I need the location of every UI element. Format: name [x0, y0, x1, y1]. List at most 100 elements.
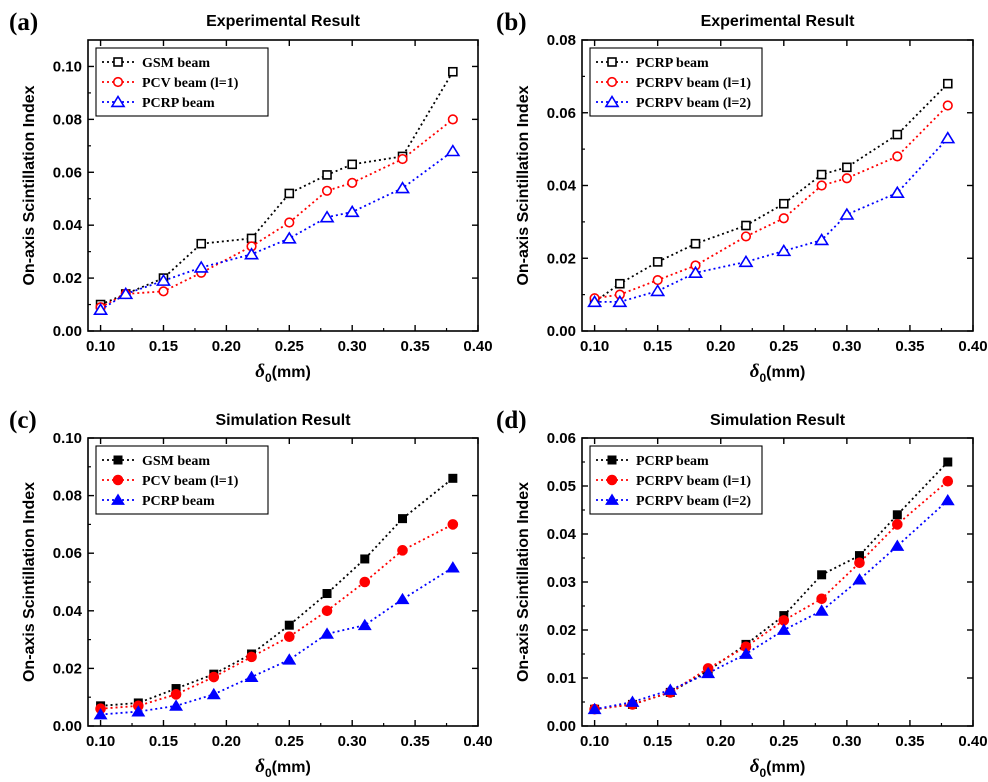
data-point [889, 185, 905, 198]
series-circle [95, 519, 459, 715]
x-tick-label: 0.25 [769, 338, 798, 355]
x-axis-unit: (mm) [766, 759, 805, 776]
data-point [739, 647, 753, 659]
y-tick-label: 0.05 [547, 478, 576, 495]
legend: PCRP beam PCRPV beam (l=1) PCRPV beam (l=2… [589, 47, 763, 117]
chart-panel-3: (c) Simulation Result 0.10 0.15 0.20 0.25 0.30… [9, 407, 493, 780]
data-point [244, 247, 260, 260]
data-point [817, 570, 827, 580]
y-tick-label: 0.03 [547, 574, 576, 591]
panel-letter: (b) [496, 9, 527, 36]
data-point [397, 545, 408, 556]
data-point [650, 283, 666, 297]
data-point [93, 302, 109, 316]
data-point [852, 573, 867, 585]
legend-entry: PCV beam (l=1) [142, 474, 239, 489]
y-tick-label: 0.00 [53, 718, 82, 735]
panel-letter: (d) [496, 407, 527, 434]
x-axis-subscript: 0 [759, 371, 766, 385]
legend-entry: PCRPV beam (l=2) [636, 494, 751, 509]
data-point [814, 604, 829, 616]
chart-panel-1: (a) Experimental Result 0.10 0.15 0.20 0.25 0.… [9, 9, 493, 385]
series-circle [95, 114, 458, 313]
data-point [841, 173, 852, 184]
x-axis-symbol: δ [750, 361, 760, 382]
data-point [208, 671, 220, 683]
data-point [169, 699, 184, 711]
data-point [854, 557, 865, 569]
legend-marker [605, 493, 619, 505]
data-point [445, 561, 460, 573]
data-point [701, 666, 716, 679]
data-point [892, 151, 903, 162]
data-point [284, 188, 295, 199]
data-point [890, 539, 905, 551]
data-point [625, 695, 640, 707]
data-point [284, 620, 294, 630]
data-point [943, 457, 953, 467]
data-point [778, 213, 789, 224]
x-tick-label: 0.30 [832, 733, 861, 750]
data-point [395, 181, 410, 194]
x-axis-subscript: 0 [265, 371, 272, 385]
series-triangle [587, 493, 955, 715]
data-point [587, 294, 603, 308]
data-point [448, 66, 458, 77]
legend-marker [607, 57, 617, 67]
legend-entry: PCRP beam [142, 96, 215, 111]
y-tick-label: 0.06 [547, 430, 576, 447]
series-line [100, 566, 454, 716]
series-triangle [93, 561, 460, 720]
legend-entry: PCRPV beam (l=2) [636, 96, 751, 111]
y-axis-label: On-axis Scintillation Index [515, 482, 532, 682]
data-point [244, 670, 259, 682]
legend-marker [606, 474, 618, 486]
chart-title: Experimental Result [206, 13, 361, 30]
x-tick-label: 0.25 [275, 338, 304, 355]
y-tick-label: 0.06 [53, 545, 82, 562]
x-tick-label: 0.20 [706, 733, 735, 750]
data-point [587, 702, 602, 715]
y-tick-label: 0.00 [547, 323, 576, 340]
series-line [100, 477, 454, 707]
x-axis-label: δ0(mm) [255, 756, 311, 780]
data-point [776, 243, 792, 257]
panel-letter: (c) [9, 407, 37, 434]
series-triangle [587, 131, 956, 308]
y-tick-label: 0.01 [547, 670, 576, 687]
y-tick-label: 0.10 [53, 430, 82, 447]
x-tick-label: 0.10 [86, 338, 115, 355]
data-point [93, 708, 108, 720]
y-tick-label: 0.02 [53, 270, 82, 287]
legend-box [95, 445, 269, 515]
data-point [612, 294, 628, 308]
legend-box [589, 47, 763, 117]
data-point [652, 274, 663, 286]
plot-frame [87, 39, 479, 332]
data-point [359, 576, 371, 588]
data-point [118, 286, 134, 300]
x-tick-label: 0.10 [580, 733, 609, 750]
x-tick-label: 0.35 [895, 733, 924, 750]
legend-marker [113, 57, 123, 67]
y-tick-label: 0.00 [547, 718, 576, 735]
series-line [594, 499, 949, 711]
data-point [193, 260, 209, 273]
legend-entry: PCV beam (l=1) [142, 76, 239, 91]
series-line [594, 461, 949, 711]
legend-entry: PCRP beam [636, 56, 709, 71]
y-tick-label: 0.04 [547, 526, 577, 543]
x-tick-label: 0.30 [338, 733, 367, 750]
y-tick-label: 0.02 [547, 250, 576, 267]
data-point [347, 177, 358, 188]
data-point [740, 231, 752, 242]
x-tick-label: 0.40 [958, 733, 987, 750]
data-point [347, 159, 357, 170]
chart-title: Experimental Result [701, 13, 856, 30]
x-tick-label: 0.15 [643, 733, 672, 750]
data-point [940, 493, 955, 506]
legend-marker [113, 455, 123, 465]
y-axis-label: On-axis Scintillation Index [21, 85, 38, 285]
legend: PCRP beam PCRPV beam (l=1) PCRPV beam (l=2… [589, 445, 763, 515]
legend-entry: PCRP beam [636, 454, 709, 469]
